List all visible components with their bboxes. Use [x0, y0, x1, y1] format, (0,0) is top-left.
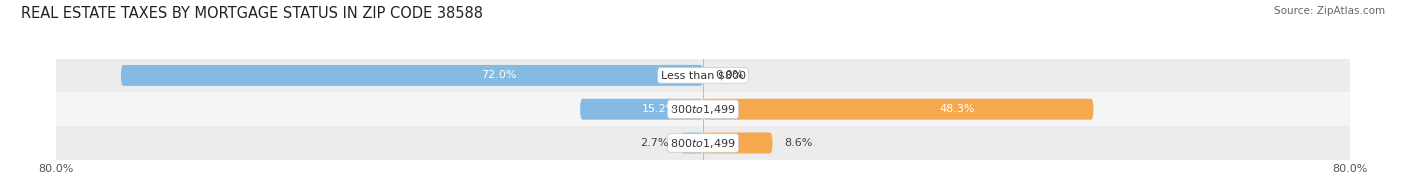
Text: REAL ESTATE TAXES BY MORTGAGE STATUS IN ZIP CODE 38588: REAL ESTATE TAXES BY MORTGAGE STATUS IN … — [21, 6, 484, 21]
Text: 2.7%: 2.7% — [641, 138, 669, 148]
Text: 72.0%: 72.0% — [481, 70, 517, 80]
Text: $800 to $1,499: $800 to $1,499 — [671, 103, 735, 116]
FancyBboxPatch shape — [681, 133, 703, 153]
Text: 48.3%: 48.3% — [939, 104, 974, 114]
FancyBboxPatch shape — [121, 65, 703, 86]
Text: $800 to $1,499: $800 to $1,499 — [671, 136, 735, 150]
FancyBboxPatch shape — [703, 99, 1094, 120]
FancyBboxPatch shape — [581, 99, 703, 120]
Text: Source: ZipAtlas.com: Source: ZipAtlas.com — [1274, 6, 1385, 16]
Bar — [56, 92, 1350, 126]
Legend: Without Mortgage, With Mortgage: Without Mortgage, With Mortgage — [588, 191, 818, 195]
Text: Less than $800: Less than $800 — [661, 70, 745, 80]
Text: 8.6%: 8.6% — [785, 138, 813, 148]
FancyBboxPatch shape — [703, 133, 772, 153]
Bar — [56, 126, 1350, 160]
Text: 0.0%: 0.0% — [716, 70, 744, 80]
Text: 15.2%: 15.2% — [643, 104, 678, 114]
Bar — [56, 58, 1350, 92]
